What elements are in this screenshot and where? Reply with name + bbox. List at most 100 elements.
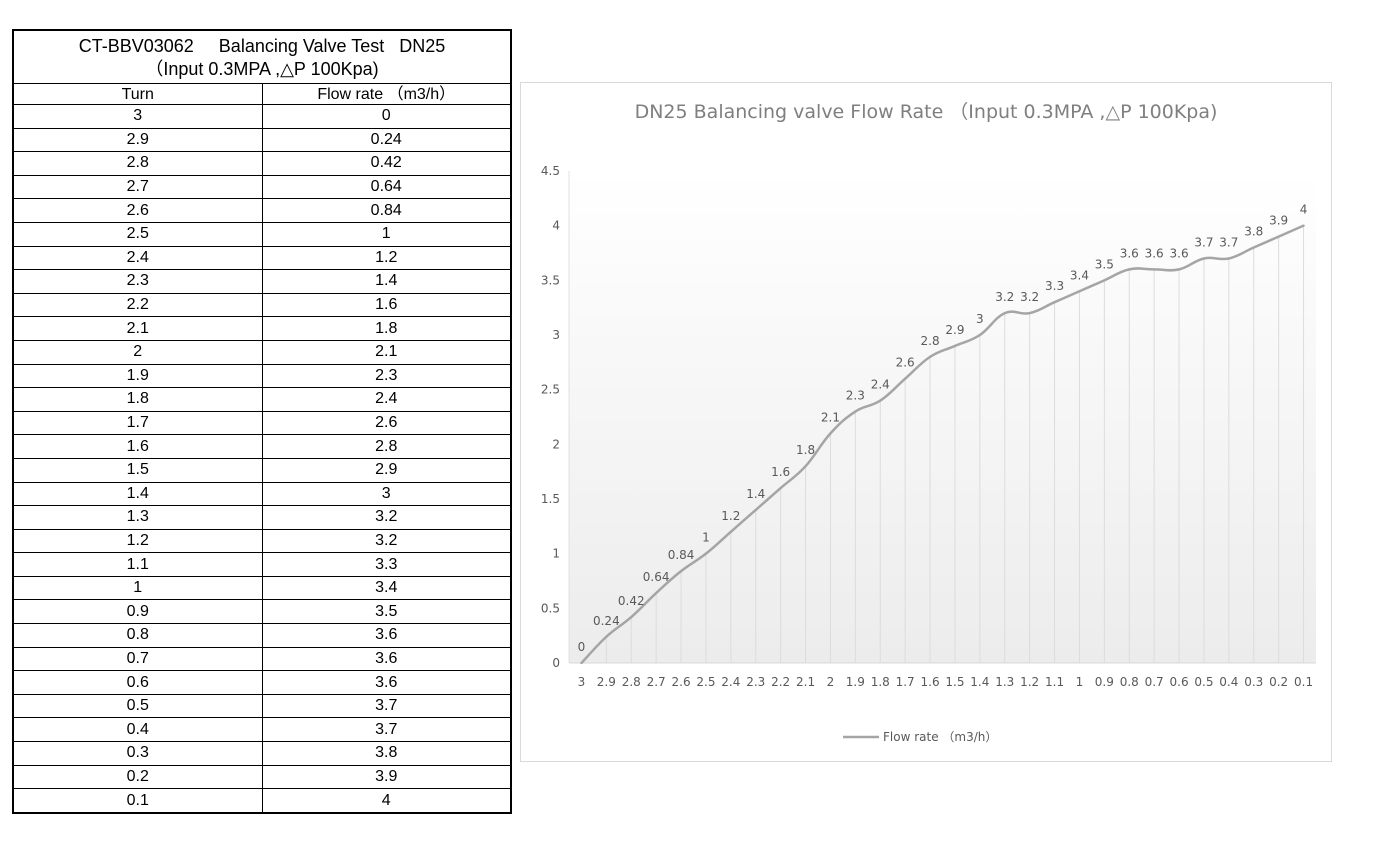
table-title-line1: CT-BBV03062 Balancing Valve Test DN25: [78, 36, 446, 56]
data-label: 2.4: [871, 378, 890, 392]
table-row: 2.5 1: [12, 221, 512, 247]
x-tick-label: 2.5: [696, 675, 715, 689]
x-tick-label: 1.2: [1020, 675, 1039, 689]
data-label: 3.4: [1070, 268, 1089, 282]
data-point: [679, 569, 683, 573]
flow-rate-cell: 0.64: [261, 174, 512, 200]
flow-rate-cell: 3.6: [261, 623, 512, 648]
turn-cell: 1: [12, 575, 263, 601]
data-label: 3.8: [1244, 225, 1263, 239]
x-tick-label: 3: [578, 675, 586, 689]
flow-rate-cell: 2.6: [261, 410, 512, 436]
data-point: [1028, 311, 1031, 315]
table-row: 2.6 0.84: [12, 198, 512, 223]
table-row: 0.1 4: [12, 788, 512, 814]
turn-cell: 1.4: [12, 481, 263, 507]
table-row: 0.8 3.6: [12, 623, 512, 648]
y-tick-label: 0.5: [541, 601, 560, 615]
x-tick-label: 0.9: [1095, 675, 1114, 689]
data-point: [729, 530, 733, 533]
table-row: 1.6 2.8: [12, 434, 512, 459]
data-label: 1.2: [721, 509, 740, 523]
data-label: 0: [578, 640, 586, 654]
table-row: 1.4 3: [12, 481, 512, 507]
data-label: 3: [976, 312, 984, 326]
data-label: 3.6: [1145, 246, 1164, 260]
data-point: [978, 333, 982, 337]
data-label: 1.6: [771, 465, 790, 479]
turn-cell: 1.7: [12, 410, 263, 436]
turn-cell: 2.9: [12, 127, 263, 153]
chart-panel: DN25 Balancing valve Flow Rate （Input 0.…: [520, 82, 1332, 762]
data-label: 3.3: [1045, 279, 1064, 293]
table-row: 0.6 3.6: [12, 670, 512, 695]
table-row: 0.3 3.8: [12, 741, 512, 766]
table-row: 2.7 0.64: [12, 174, 512, 200]
data-point: [879, 399, 882, 402]
turn-cell: 0.4: [12, 717, 263, 743]
data-label: 3.2: [1020, 290, 1039, 304]
turn-cell: 2: [12, 339, 263, 365]
data-point: [1103, 279, 1106, 282]
turn-cell: 0.5: [12, 693, 263, 719]
turn-cell: 2.6: [12, 198, 263, 223]
flow-rate-cell: 3.8: [261, 741, 512, 766]
x-tick-label: 2: [827, 675, 835, 689]
data-label: 3.9: [1269, 214, 1288, 228]
flow-rate-cell: 3.4: [261, 575, 512, 601]
x-tick-label: 2.8: [622, 675, 641, 689]
data-point: [630, 615, 633, 619]
turn-cell: 1.8: [12, 387, 263, 412]
turn-cell: 2.4: [12, 245, 263, 271]
x-tick-label: 1.7: [896, 675, 915, 689]
y-tick-label: 1.5: [541, 492, 560, 506]
x-tick-label: 1.8: [871, 675, 890, 689]
table-row: 1.9 2.3: [12, 363, 512, 389]
x-tick-label: 1.1: [1045, 675, 1064, 689]
data-point: [1128, 268, 1131, 271]
x-tick-label: 1: [1076, 675, 1084, 689]
data-label: 0.84: [668, 548, 695, 562]
turn-cell: 1.9: [12, 363, 263, 389]
data-label: 2.9: [945, 323, 964, 337]
data-point: [928, 355, 932, 359]
table-title-row: CT-BBV03062 Balancing Valve Test DN25 （I…: [12, 29, 512, 84]
data-label: 4: [1300, 203, 1308, 217]
data-point: [1053, 301, 1056, 304]
turn-cell: 0.6: [12, 670, 263, 695]
x-tick-label: 0.4: [1219, 675, 1238, 689]
turn-cell: 1.3: [12, 505, 263, 530]
y-tick-label: 4.5: [541, 164, 560, 178]
y-tick-label: 3: [552, 328, 560, 342]
plot-area: 0 0.5 1 1.5 2 2.5 3 3.5 4 4.5 3 2.9 2.8 2.7 2.6 2.5 2.4 2…: [541, 164, 1316, 689]
table-row: 2.3 1.4: [12, 269, 512, 294]
turn-cell: 2.1: [12, 316, 263, 341]
header-flow-rate: Flow rate （m3/h）: [261, 83, 512, 105]
x-tick-label: 2.1: [796, 675, 815, 689]
flow-rate-cell: 3.7: [261, 693, 512, 719]
table-row: 1.3 3.2: [12, 505, 512, 530]
turn-cell: 0.7: [12, 646, 263, 672]
data-point: [953, 344, 957, 348]
data-point: [1078, 290, 1081, 293]
turn-cell: 0.8: [12, 623, 263, 648]
x-tick-label: 1.6: [921, 675, 940, 689]
data-point: [654, 591, 658, 595]
header-turn: Turn: [12, 83, 263, 105]
flow-rate-cell: 3.9: [261, 764, 512, 790]
y-tick-label: 1: [552, 547, 560, 561]
table-title-line2: （Input 0.3MPA ,△P 100Kpa): [145, 59, 379, 79]
data-point: [1302, 224, 1305, 227]
data-point: [754, 508, 757, 512]
data-point: [1227, 257, 1231, 260]
table-row: 2.4 1.2: [12, 245, 512, 271]
flow-rate-cell: 2.9: [261, 457, 512, 483]
y-tick-label: 4: [552, 219, 560, 233]
flow-rate-cell: 4: [261, 788, 512, 814]
x-tick-label: 0.7: [1145, 675, 1164, 689]
turn-cell: 2.7: [12, 174, 263, 200]
data-label: 1.4: [746, 487, 765, 501]
table-row: 2.8 0.42: [12, 151, 512, 176]
data-label: 3.5: [1095, 257, 1114, 271]
flow-rate-cell: 3.2: [261, 505, 512, 530]
